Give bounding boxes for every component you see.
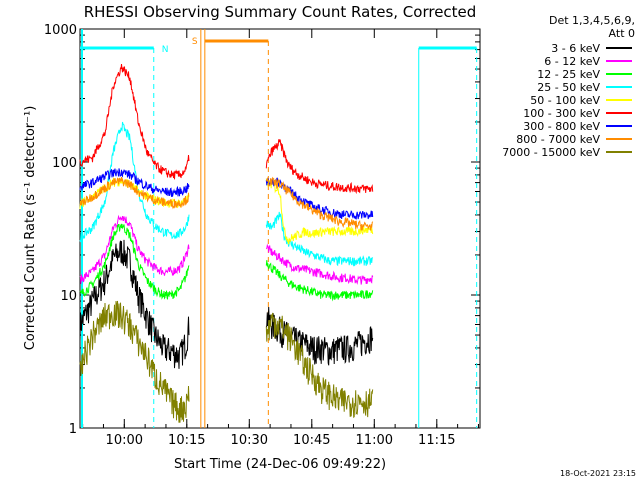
legend-label: 800 - 7000 keV <box>516 133 600 146</box>
series-line <box>79 300 374 423</box>
night-label: N <box>162 45 169 55</box>
y-tick-label: 10 <box>60 289 77 304</box>
footer-timestamp: 18-Oct-2021 23:15 <box>560 469 636 478</box>
legend-header-attenuator: Att 0 <box>609 27 635 40</box>
series-line <box>79 168 374 220</box>
legend-label: 50 - 100 keV <box>530 94 600 107</box>
x-tick-label: 10:30 <box>231 433 268 448</box>
y-tick-label: 1000 <box>44 23 77 38</box>
legend-label: 6 - 12 keV <box>544 55 600 68</box>
legend-header-detectors: Det 1,3,4,5,6,9, <box>549 14 635 27</box>
series-line <box>79 176 374 231</box>
chart-title: RHESSI Observing Summary Count Rates, Co… <box>84 3 477 21</box>
plot-frame <box>79 28 481 429</box>
legend-label: 12 - 25 keV <box>537 68 600 81</box>
series-line <box>79 121 374 267</box>
y-tick-label: 100 <box>52 156 77 171</box>
legend-label: 3 - 6 keV <box>551 42 600 55</box>
x-tick-label: 11:15 <box>418 433 455 448</box>
series-line <box>79 214 374 285</box>
x-axis-label: Start Time (24-Dec-06 09:49:22) <box>174 457 386 472</box>
legend-label: 100 - 300 keV <box>523 107 600 120</box>
legend-label: 300 - 800 keV <box>523 120 600 133</box>
x-tick-label: 10:15 <box>168 433 205 448</box>
y-axis-label: Corrected Count Rate (s⁻¹ detector⁻¹) <box>23 106 38 351</box>
legend-label: 7000 - 15000 keV <box>502 146 600 159</box>
series-line <box>79 239 374 369</box>
x-tick-label: 11:00 <box>356 433 393 448</box>
y-tick-label: 1 <box>69 422 77 437</box>
x-tick-label: 10:45 <box>293 433 330 448</box>
legend-label: 25 - 50 keV <box>537 81 600 94</box>
x-tick-label: 10:00 <box>106 433 143 448</box>
plot-area: 1 10 100 1000 10:00 10:15 10:30 10:45 11:00 11:15… <box>44 23 481 448</box>
series-line <box>79 223 374 302</box>
series-line <box>79 64 374 195</box>
saa-label: S <box>192 37 198 47</box>
